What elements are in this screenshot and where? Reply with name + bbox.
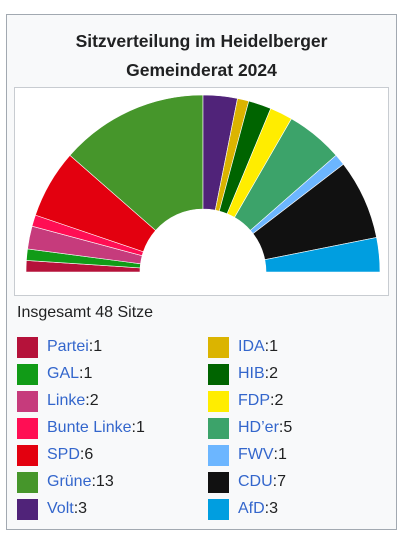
legend-party-link-spd[interactable]: SPD: [47, 446, 80, 463]
legend-item-grüne: Grüne: 13: [17, 471, 114, 493]
legend-separator: :: [273, 446, 278, 463]
legend-party-link-hd-er[interactable]: HD’er: [238, 419, 279, 436]
legend-separator: :: [91, 473, 96, 490]
legend-swatch: [208, 471, 229, 493]
parliament-chart-frame: [14, 87, 389, 296]
legend-swatch: [208, 444, 229, 466]
legend-item-volt: Volt: 3: [17, 498, 87, 520]
legend-party-link-ida[interactable]: IDA: [238, 338, 265, 355]
legend-swatch: [208, 498, 229, 520]
legend-seat-count: 5: [283, 419, 293, 436]
seat-distribution-infobox: Sitzverteilung im Heidelberger Gemeinder…: [6, 14, 397, 530]
legend-swatch: [17, 498, 38, 520]
total-seats-label: Insgesamt 48 Sitze: [17, 304, 154, 321]
legend-seat-count: 3: [269, 500, 279, 517]
legend-item-fdp: FDP: 2: [208, 390, 283, 412]
legend-separator: :: [85, 392, 90, 409]
legend-item-cdu: CDU: 7: [208, 471, 286, 493]
legend-seat-count: 3: [78, 500, 88, 517]
legend-party-link-fdp[interactable]: FDP: [238, 392, 270, 409]
legend-swatch: [208, 336, 229, 358]
legend-separator: :: [278, 419, 284, 436]
legend-separator: :: [272, 473, 278, 490]
legend-party-link-cdu[interactable]: CDU: [238, 473, 273, 490]
legend-swatch: [17, 417, 38, 439]
legend-party-link-bunte-linke[interactable]: Bunte Linke: [47, 419, 132, 436]
legend-party-link-linke[interactable]: Linke: [47, 392, 86, 409]
legend-separator: :: [264, 500, 270, 517]
legend-swatch: [17, 363, 38, 385]
legend-seat-count: 1: [83, 365, 93, 382]
legend-seat-count: 1: [93, 338, 103, 355]
legend-separator: :: [79, 365, 84, 382]
legend-separator: :: [270, 392, 275, 409]
legend-item-hib: HIB: 2: [208, 363, 278, 385]
legend-item-gal: GAL: 1: [17, 363, 92, 385]
legend-item-bunte-linke: Bunte Linke: 1: [17, 417, 145, 439]
legend-seat-count: 2: [274, 392, 284, 409]
legend-item-fwv: FWV: 1: [208, 444, 287, 466]
legend-swatch: [17, 444, 38, 466]
legend-separator: :: [73, 500, 79, 517]
chart-title-line-2: Gemeinderat 2024: [126, 60, 277, 80]
legend-swatch: [208, 390, 229, 412]
legend-swatch: [208, 363, 229, 385]
legend-seat-count: 1: [278, 446, 287, 463]
legend-item-hd-er: HD’er: 5: [208, 417, 292, 439]
legend-party-link-partei[interactable]: Partei: [47, 338, 89, 355]
legend-separator: :: [264, 338, 270, 355]
legend-party-link-gal[interactable]: GAL: [47, 365, 80, 382]
legend-separator: :: [88, 338, 94, 355]
legend-seat-count: 1: [269, 338, 279, 355]
legend-seat-count: 2: [89, 392, 99, 409]
legend-item-afd: AfD: 3: [208, 498, 278, 520]
chart-title-line-1: Sitzverteilung im Heidelberger: [75, 31, 328, 51]
legend-swatch: [17, 336, 38, 358]
legend-seat-count: 13: [95, 473, 114, 490]
legend-swatch: [17, 390, 38, 412]
seat-segment-grüne: [69, 94, 204, 231]
legend-separator: :: [131, 419, 136, 436]
legend-separator: :: [264, 365, 270, 382]
legend-item-partei: Partei: 1: [17, 336, 102, 358]
legend-seat-count: 7: [277, 473, 287, 490]
legend-separator: :: [79, 446, 85, 463]
legend-seat-count: 2: [269, 365, 279, 382]
legend-swatch: [17, 471, 38, 493]
seat-segment-afd: [264, 237, 381, 273]
legend-party-link-grüne[interactable]: Grüne: [47, 473, 92, 490]
parliament-semicircle-chart: [25, 94, 381, 273]
chart-title: Sitzverteilung im Heidelberger Gemeinder…: [7, 27, 396, 85]
legend-seat-count: 1: [135, 419, 145, 436]
legend-party-link-volt[interactable]: Volt: [47, 500, 74, 517]
legend-item-ida: IDA: 1: [208, 336, 278, 358]
legend-item-spd: SPD: 6: [17, 444, 93, 466]
legend-swatch: [208, 417, 229, 439]
legend-item-linke: Linke: 2: [17, 390, 99, 412]
legend-party-link-hib[interactable]: HIB: [238, 365, 265, 382]
legend-party-link-afd[interactable]: AfD: [238, 500, 265, 517]
legend-party-link-fwv[interactable]: FWV: [238, 446, 274, 463]
legend-seat-count: 6: [84, 446, 94, 463]
